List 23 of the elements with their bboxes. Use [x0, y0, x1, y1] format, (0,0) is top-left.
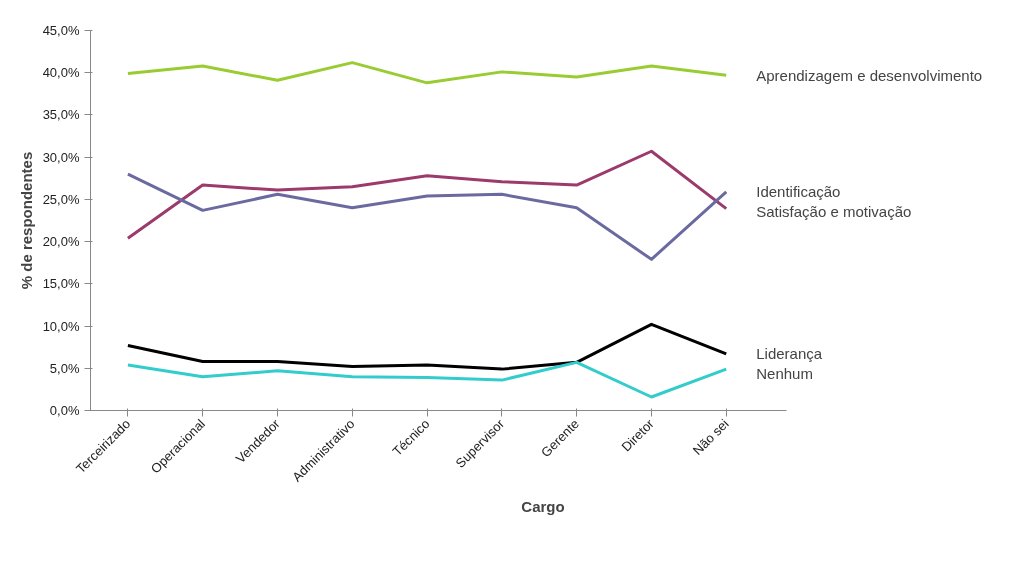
y-tick-label: 45,0%	[42, 23, 80, 38]
line-series	[126, 149, 728, 240]
y-tick-label: 40,0%	[42, 65, 80, 81]
x-axis-title: Cargo	[521, 497, 565, 515]
series-label: Aprendizagem e desenvolvimento	[756, 66, 983, 84]
y-tick-label: 30,0%	[42, 149, 80, 165]
y-tick-label: 15,0%	[42, 276, 80, 292]
y-axis-title: % de respondentes	[17, 151, 35, 290]
text: Satisfação e motivação	[756, 203, 912, 221]
y-tick-label: 20,0%	[42, 234, 80, 250]
y-tick-label: 10,0%	[42, 318, 80, 334]
y-tick-label: 0,0%	[49, 403, 80, 418]
series-label: Identificação	[756, 183, 841, 201]
series-label: Liderança	[756, 345, 823, 363]
line-series	[126, 172, 728, 261]
line-series	[126, 360, 728, 399]
text: Nenhum	[756, 365, 813, 383]
line-series	[126, 322, 728, 371]
x-tick-label: Não sei	[689, 416, 732, 458]
y-tick-label: 25,0%	[42, 191, 80, 207]
line-series	[126, 61, 728, 85]
y-tick-label: 5,0%	[49, 360, 80, 376]
y-tick-label: 35,0%	[42, 107, 80, 123]
